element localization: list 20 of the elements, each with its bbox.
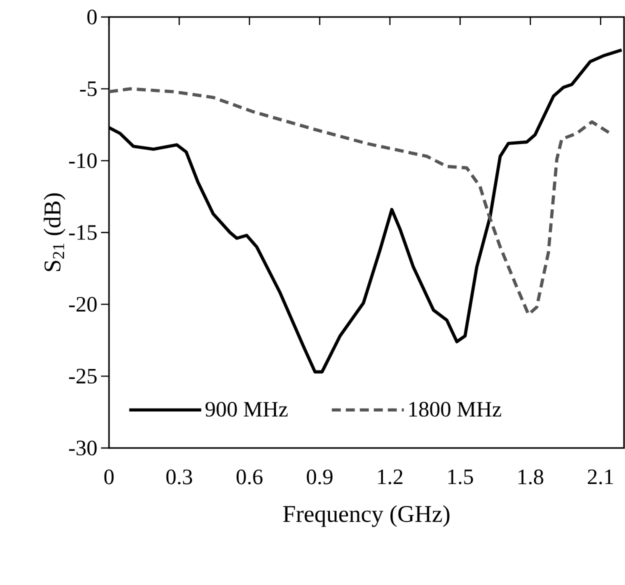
y-tick-label: -15: [69, 225, 97, 240]
x-tick-label: 2.1: [588, 470, 613, 484]
x-tick-label: 1.2: [378, 470, 402, 484]
x-tick-label: 0.3: [166, 470, 192, 484]
line-series: [109, 87, 612, 316]
y-axis-title: S$_{21}$ (dB): [44, 193, 66, 272]
legend-label: 900 MHz: [206, 402, 288, 417]
x-tick-label: 0.6: [236, 470, 263, 484]
y-tick-label: 0: [87, 10, 97, 24]
y-tick-label: -10: [69, 153, 97, 168]
x-tick-label: 1.8: [518, 470, 544, 484]
y-tick-label: -30: [69, 440, 97, 456]
x-axis-title: Frequency (GHz): [283, 505, 450, 527]
y-tick-label: -5: [80, 82, 97, 96]
legend-label: 1800 MHz: [409, 402, 502, 417]
y-tick-label: -25: [69, 368, 97, 384]
x-tick-label: 0: [104, 470, 114, 484]
x-tick-label: 0.9: [306, 470, 332, 484]
y-tick-label: -20: [69, 296, 97, 312]
x-tick-label: 1.5: [448, 470, 473, 484]
